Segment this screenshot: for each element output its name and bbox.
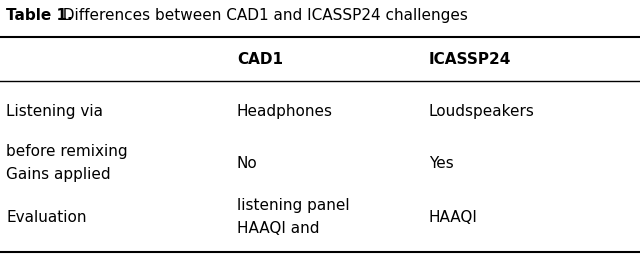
Text: Listening via: Listening via bbox=[6, 104, 104, 119]
Text: Gains applied: Gains applied bbox=[6, 167, 111, 182]
Text: before remixing: before remixing bbox=[6, 144, 128, 159]
Text: Headphones: Headphones bbox=[237, 104, 333, 119]
Text: HAAQI and: HAAQI and bbox=[237, 221, 319, 236]
Text: ICASSP24: ICASSP24 bbox=[429, 52, 511, 67]
Text: Table 1.: Table 1. bbox=[6, 8, 73, 23]
Text: Loudspeakers: Loudspeakers bbox=[429, 104, 534, 119]
Text: Differences between CAD1 and ICASSP24 challenges: Differences between CAD1 and ICASSP24 ch… bbox=[53, 8, 468, 23]
Text: HAAQI: HAAQI bbox=[429, 210, 477, 225]
Text: Yes: Yes bbox=[429, 156, 454, 171]
Text: No: No bbox=[237, 156, 257, 171]
Text: listening panel: listening panel bbox=[237, 198, 349, 213]
Text: CAD1: CAD1 bbox=[237, 52, 283, 67]
Text: Evaluation: Evaluation bbox=[6, 210, 87, 225]
